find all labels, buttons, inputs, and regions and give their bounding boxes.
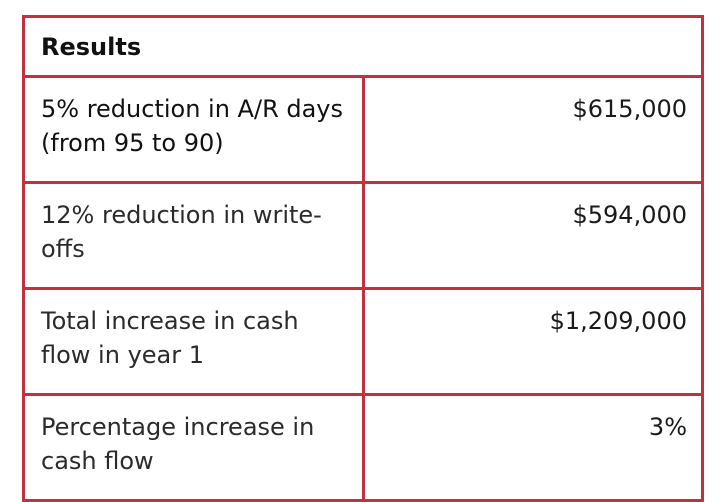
table-row: 12% reduction in write-offs $594,000: [22, 181, 704, 290]
table-row: 5% reduction in A/R days (from 95 to 90)…: [22, 75, 704, 184]
row-label: 5% reduction in A/R days (from 95 to 90): [22, 75, 365, 184]
row-label: Percentage increase in cash flow: [22, 393, 365, 502]
row-label: Total increase in cash flow in year 1: [22, 287, 365, 396]
header-row: Results: [22, 15, 704, 78]
row-value: 3%: [361, 393, 704, 502]
row-label: 12% reduction in write-offs: [22, 181, 365, 290]
table-row: Total increase in cash flow in year 1 $1…: [22, 287, 704, 396]
results-table: Results 5% reduction in A/R days (from 9…: [22, 15, 704, 502]
row-value: $615,000: [361, 75, 704, 184]
table-title: Results: [22, 15, 704, 78]
table-row: Percentage increase in cash flow 3%: [22, 393, 704, 502]
row-value: $594,000: [361, 181, 704, 290]
row-value: $1,209,000: [361, 287, 704, 396]
